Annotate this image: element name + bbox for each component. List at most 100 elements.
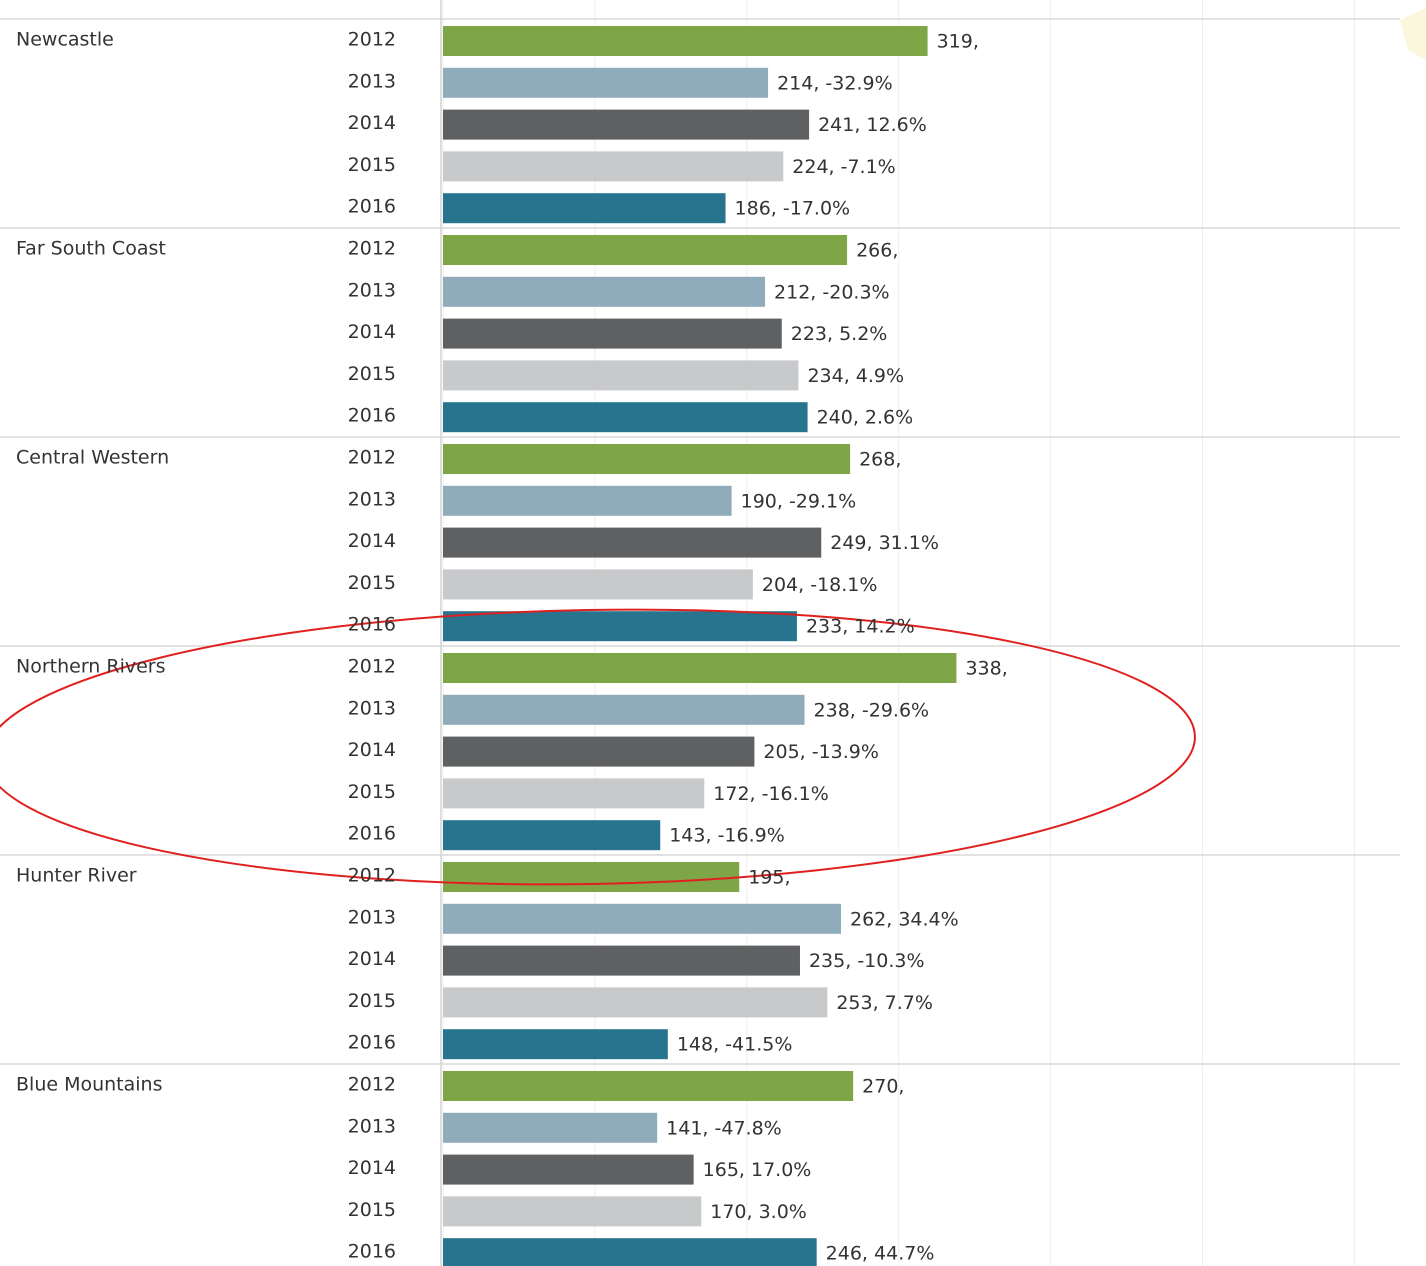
value-label: 214, -32.9% [777,72,893,94]
bar [443,820,661,851]
year-label: 2013 [348,1115,396,1137]
bar [443,193,726,224]
bar [443,778,705,809]
bar [443,736,755,767]
year-label: 2016 [348,196,396,218]
value-label: 319, [937,31,979,53]
bar [443,903,841,934]
group-label: Northern Rivers [16,656,166,678]
year-label: 2016 [348,1241,396,1263]
year-label: 2015 [348,781,396,803]
year-label: 2013 [348,279,396,301]
value-label: 165, 17.0% [703,1159,812,1181]
year-label: 2014 [348,321,396,343]
group-label: Newcastle [16,29,114,51]
bar [443,1029,668,1060]
bar [443,1071,854,1101]
value-label: 238, -29.6% [814,699,930,721]
year-label: 2013 [348,488,396,510]
value-label: 235, -10.3% [809,950,925,972]
year-label: 2012 [348,1074,396,1096]
value-label: 253, 7.7% [836,992,933,1014]
bar [443,151,784,182]
bar [443,402,808,433]
year-label: 2014 [348,948,396,970]
year-label: 2012 [348,29,396,51]
year-label: 2016 [348,614,396,636]
value-label: 195, [748,867,790,889]
bar [443,67,769,98]
bar [443,987,828,1018]
bar [443,26,928,56]
value-label: 172, -16.1% [713,783,829,805]
year-label: 2016 [348,405,396,427]
value-label: 268, [859,449,901,471]
corner-decoration [1400,8,1426,60]
value-label: 270, [862,1076,904,1098]
bar [443,862,740,892]
group-label: Central Western [16,447,169,469]
bar [443,318,782,349]
value-label: 241, 12.6% [818,114,927,136]
value-label: 143, -16.9% [669,825,785,847]
value-label: 205, -13.9% [763,741,879,763]
bar [443,1196,702,1227]
bar [443,945,800,976]
value-label: 204, -18.1% [762,574,878,596]
value-label: 240, 2.6% [817,407,914,429]
value-label: 262, 34.4% [850,908,959,930]
year-label: 2014 [348,1157,396,1179]
bar [443,276,766,307]
value-label: 212, -20.3% [774,281,890,303]
year-label: 2015 [348,572,396,594]
separators [0,18,1400,1065]
year-label: 2012 [348,865,396,887]
value-label: 249, 31.1% [830,532,939,554]
year-label: 2014 [348,739,396,761]
year-label: 2014 [348,112,396,134]
year-label: 2015 [348,990,396,1012]
year-label: 2016 [348,823,396,845]
year-label: 2014 [348,530,396,552]
bar [443,109,810,140]
bar [443,485,732,516]
value-label: 233, 14.2% [806,616,915,638]
value-label: 148, -41.5% [677,1034,793,1056]
year-label: 2015 [348,363,396,385]
group-label: Hunter River [16,865,137,887]
year-label: 2013 [348,70,396,92]
value-label: 190, -29.1% [741,490,857,512]
bar [443,1154,694,1185]
value-label: 186, -17.0% [735,198,851,220]
year-label: 2013 [348,906,396,928]
bar [443,235,848,265]
bar [443,653,957,683]
group-label: Blue Mountains [16,1074,163,1096]
value-label: 266, [856,240,898,262]
value-label: 224, -7.1% [792,156,895,178]
bar [443,444,851,474]
bar [443,360,799,391]
bar [443,569,753,600]
bar [443,694,805,725]
bar [443,527,822,558]
value-label: 141, -47.8% [666,1117,782,1139]
value-label: 223, 5.2% [791,323,888,345]
value-label: 234, 4.9% [807,365,904,387]
bars [443,26,957,1266]
value-label: 170, 3.0% [710,1201,807,1223]
year-label: 2016 [348,1032,396,1054]
value-label: 338, [965,658,1007,680]
bar [443,611,797,642]
value-label: 246, 44.7% [826,1243,935,1265]
bar [443,1238,817,1266]
year-label: 2012 [348,238,396,260]
year-label: 2015 [348,1199,396,1221]
bar [443,1112,658,1143]
year-label: 2013 [348,697,396,719]
group-label: Far South Coast [16,238,166,260]
year-label: 2012 [348,447,396,469]
highlight-ellipse [0,608,1196,886]
